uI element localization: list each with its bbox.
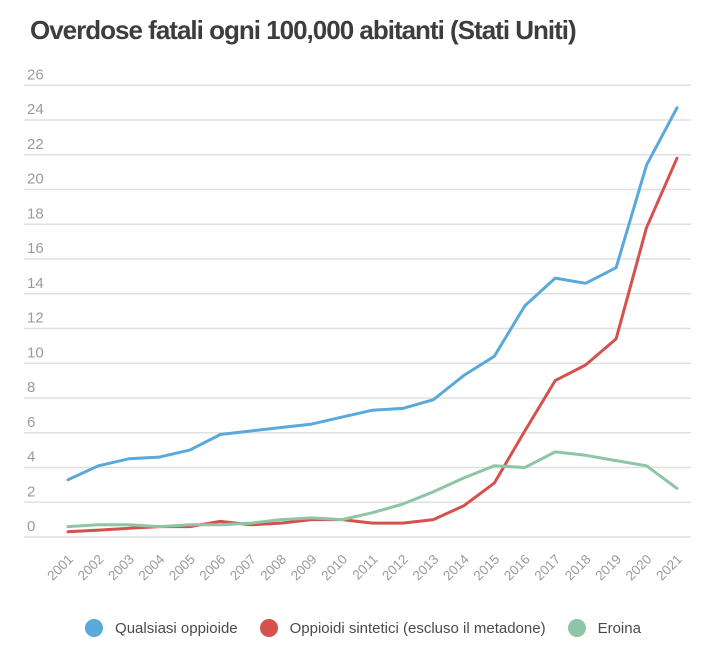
y-tick-label: 6: [27, 414, 35, 431]
x-tick-label: 2002: [75, 552, 107, 584]
legend-item-oppioidi-sintetici: Oppioidi sintetici (escluso il metadone): [259, 619, 546, 637]
legend-label: Eroina: [597, 619, 641, 637]
y-tick-label: 26: [27, 66, 44, 83]
series-line-oppioidi-sintetici-escluso-il-metadone: [66, 156, 679, 534]
overdose-line-chart: 0246810121416182022242620012002200320042…: [24, 66, 691, 584]
legend-item-qualsiasi-oppioide: Qualsiasi oppioide: [85, 619, 238, 637]
x-tick-label: 2016: [501, 552, 533, 584]
x-tick-label: 2015: [471, 552, 503, 584]
x-tick-label: 2021: [653, 552, 685, 584]
y-tick-label: 0: [27, 518, 35, 535]
legend-item-eroina: Eroina: [567, 619, 641, 637]
y-tick-label: 2: [27, 483, 35, 500]
y-tick-label: 8: [27, 379, 35, 396]
x-tick-label: 2014: [440, 551, 472, 583]
x-tick-label: 2017: [531, 552, 563, 584]
y-tick-label: 4: [27, 449, 35, 466]
x-tick-label: 2018: [562, 552, 594, 584]
x-tick-label: 2011: [349, 552, 380, 583]
x-tick-label: 2009: [288, 552, 320, 584]
y-tick-label: 18: [27, 205, 44, 222]
legend-dot-red-icon: [259, 619, 278, 637]
chart-legend: Qualsiasi oppioide Oppioidi sintetici (e…: [0, 614, 726, 642]
series-line-qualsiasi-oppioide: [66, 106, 679, 482]
legend-dot-blue-icon: [85, 619, 104, 637]
x-tick-label: 2007: [227, 552, 259, 584]
y-tick-label: 16: [27, 240, 44, 257]
y-tick-label: 10: [27, 344, 44, 361]
x-tick-label: 2004: [136, 551, 168, 583]
legend-dot-green-icon: [567, 619, 586, 637]
y-tick-label: 22: [27, 136, 44, 153]
x-tick-label: 2005: [166, 552, 198, 584]
x-tick-label: 2003: [105, 552, 137, 584]
x-tick-label: 2012: [379, 552, 411, 584]
series-line-eroina: [66, 450, 679, 529]
legend-label: Qualsiasi oppioide: [115, 619, 238, 637]
x-tick-label: 2008: [257, 552, 289, 584]
x-tick-label: 2006: [197, 552, 229, 584]
y-tick-label: 12: [27, 310, 44, 327]
x-tick-label: 2019: [592, 552, 624, 584]
legend-label: Oppioidi sintetici (escluso il metadone): [289, 619, 546, 637]
x-tick-label: 2020: [623, 552, 655, 584]
page-title: Overdose fatali ogni 100,000 abitanti (S…: [30, 15, 577, 45]
y-tick-label: 20: [27, 171, 44, 188]
x-tick-label: 2001: [44, 552, 76, 584]
y-tick-label: 14: [27, 275, 44, 292]
y-tick-label: 24: [27, 101, 44, 118]
x-tick-label: 2013: [410, 552, 442, 584]
x-tick-label: 2010: [318, 552, 350, 584]
